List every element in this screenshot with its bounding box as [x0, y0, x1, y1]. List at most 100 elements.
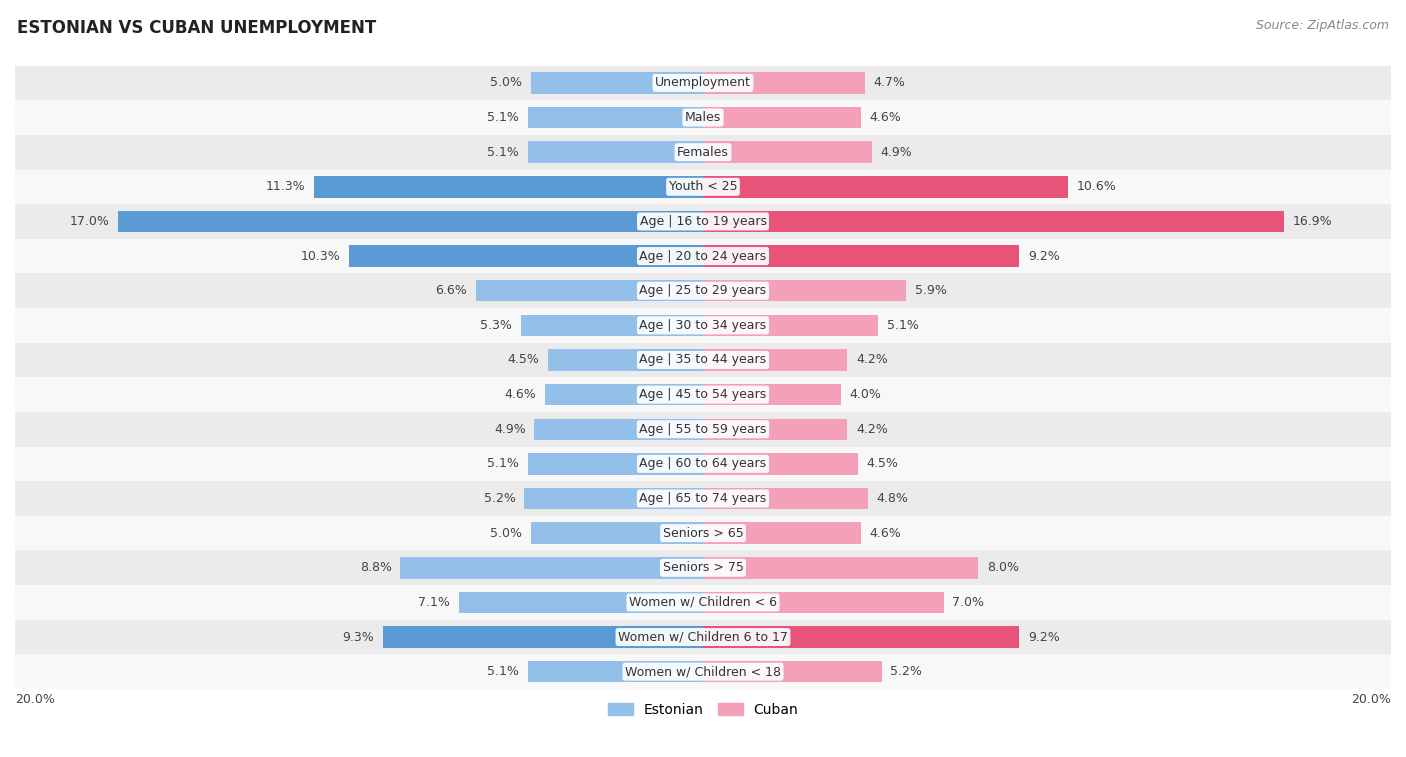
Bar: [15, 66, 1391, 100]
Bar: [527, 142, 703, 163]
Text: 4.5%: 4.5%: [866, 457, 898, 470]
Bar: [15, 308, 1391, 343]
Text: Women w/ Children 6 to 17: Women w/ Children 6 to 17: [619, 631, 787, 643]
Text: Unemployment: Unemployment: [655, 76, 751, 89]
Bar: [703, 72, 865, 94]
Text: 5.0%: 5.0%: [491, 527, 523, 540]
Bar: [15, 100, 1391, 135]
Text: 6.6%: 6.6%: [436, 284, 467, 298]
Bar: [703, 210, 1284, 232]
Text: Age | 16 to 19 years: Age | 16 to 19 years: [640, 215, 766, 228]
Bar: [15, 412, 1391, 447]
Text: Females: Females: [678, 145, 728, 159]
Text: 4.7%: 4.7%: [873, 76, 905, 89]
Text: Source: ZipAtlas.com: Source: ZipAtlas.com: [1256, 19, 1389, 32]
Text: 5.1%: 5.1%: [486, 111, 519, 124]
Text: Women w/ Children < 6: Women w/ Children < 6: [628, 596, 778, 609]
Text: 4.6%: 4.6%: [870, 111, 901, 124]
Bar: [15, 135, 1391, 170]
Text: 4.8%: 4.8%: [877, 492, 908, 505]
Bar: [703, 245, 1019, 266]
Text: 5.3%: 5.3%: [481, 319, 512, 332]
Text: ESTONIAN VS CUBAN UNEMPLOYMENT: ESTONIAN VS CUBAN UNEMPLOYMENT: [17, 19, 377, 37]
Bar: [477, 280, 703, 301]
Text: 10.6%: 10.6%: [1076, 180, 1116, 193]
Text: 7.1%: 7.1%: [419, 596, 450, 609]
Text: 4.6%: 4.6%: [505, 388, 536, 401]
Bar: [703, 315, 879, 336]
Text: Age | 65 to 74 years: Age | 65 to 74 years: [640, 492, 766, 505]
Text: 5.1%: 5.1%: [486, 457, 519, 470]
Bar: [703, 453, 858, 475]
Bar: [703, 626, 1019, 648]
Text: 5.9%: 5.9%: [914, 284, 946, 298]
Text: Youth < 25: Youth < 25: [669, 180, 737, 193]
Bar: [15, 585, 1391, 620]
Bar: [15, 273, 1391, 308]
Text: 17.0%: 17.0%: [70, 215, 110, 228]
Text: 4.5%: 4.5%: [508, 354, 540, 366]
Bar: [703, 661, 882, 682]
Text: 4.0%: 4.0%: [849, 388, 882, 401]
Bar: [703, 280, 905, 301]
Bar: [15, 343, 1391, 377]
Bar: [544, 384, 703, 405]
Text: Age | 20 to 24 years: Age | 20 to 24 years: [640, 250, 766, 263]
Text: Women w/ Children < 18: Women w/ Children < 18: [626, 665, 780, 678]
Text: 5.2%: 5.2%: [484, 492, 516, 505]
Bar: [703, 384, 841, 405]
Text: Seniors > 65: Seniors > 65: [662, 527, 744, 540]
Bar: [534, 419, 703, 440]
Bar: [458, 592, 703, 613]
Bar: [703, 107, 862, 128]
Text: 5.1%: 5.1%: [887, 319, 920, 332]
Bar: [527, 661, 703, 682]
Bar: [703, 349, 848, 371]
Bar: [315, 176, 703, 198]
Bar: [15, 238, 1391, 273]
Bar: [703, 592, 943, 613]
Legend: Estonian, Cuban: Estonian, Cuban: [602, 697, 804, 722]
Bar: [349, 245, 703, 266]
Text: 5.0%: 5.0%: [491, 76, 523, 89]
Text: 20.0%: 20.0%: [1351, 693, 1391, 706]
Bar: [382, 626, 703, 648]
Text: 4.9%: 4.9%: [494, 422, 526, 436]
Text: 5.1%: 5.1%: [486, 665, 519, 678]
Text: Age | 35 to 44 years: Age | 35 to 44 years: [640, 354, 766, 366]
Text: Age | 45 to 54 years: Age | 45 to 54 years: [640, 388, 766, 401]
Bar: [531, 522, 703, 544]
Bar: [703, 488, 868, 509]
Bar: [401, 557, 703, 578]
Bar: [15, 516, 1391, 550]
Bar: [527, 453, 703, 475]
Text: 9.2%: 9.2%: [1028, 250, 1060, 263]
Text: 4.6%: 4.6%: [870, 527, 901, 540]
Bar: [15, 447, 1391, 481]
Text: 7.0%: 7.0%: [952, 596, 984, 609]
Text: Seniors > 75: Seniors > 75: [662, 561, 744, 575]
Text: Age | 55 to 59 years: Age | 55 to 59 years: [640, 422, 766, 436]
Text: 4.2%: 4.2%: [856, 422, 887, 436]
Bar: [15, 170, 1391, 204]
Bar: [15, 377, 1391, 412]
Text: 4.9%: 4.9%: [880, 145, 912, 159]
Bar: [15, 654, 1391, 689]
Text: Males: Males: [685, 111, 721, 124]
Bar: [703, 522, 862, 544]
Bar: [703, 142, 872, 163]
Bar: [15, 620, 1391, 654]
Bar: [15, 481, 1391, 516]
Bar: [548, 349, 703, 371]
Bar: [520, 315, 703, 336]
Text: 9.2%: 9.2%: [1028, 631, 1060, 643]
Text: 16.9%: 16.9%: [1294, 215, 1333, 228]
Text: 8.8%: 8.8%: [360, 561, 392, 575]
Bar: [531, 72, 703, 94]
Text: 10.3%: 10.3%: [301, 250, 340, 263]
Bar: [703, 176, 1067, 198]
Text: Age | 30 to 34 years: Age | 30 to 34 years: [640, 319, 766, 332]
Text: 11.3%: 11.3%: [266, 180, 305, 193]
Bar: [15, 204, 1391, 238]
Bar: [703, 419, 848, 440]
